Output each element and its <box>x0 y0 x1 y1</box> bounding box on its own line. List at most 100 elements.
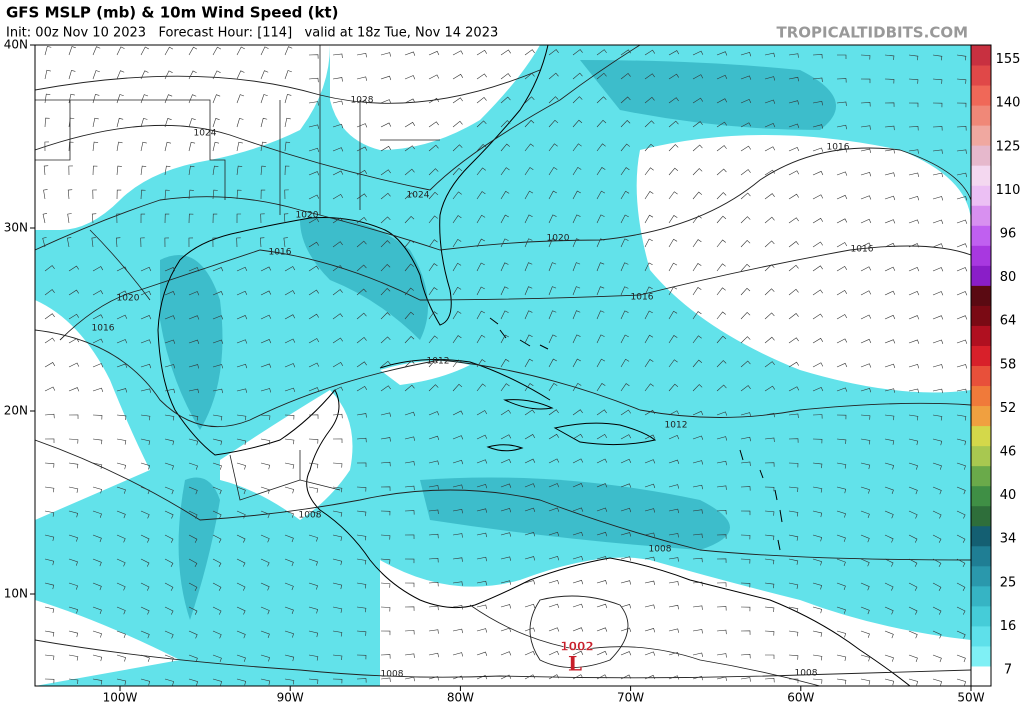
wind-barb <box>740 51 752 57</box>
wind-barb <box>692 215 702 224</box>
wind-barb <box>332 100 343 105</box>
wind-barb <box>356 193 367 200</box>
wind-barb <box>932 364 944 369</box>
colorbar-swatch <box>971 165 991 186</box>
colorbar-label: 155 <box>996 52 1021 67</box>
wind-barb <box>140 189 146 200</box>
colorbar-label: 46 <box>1000 445 1017 460</box>
wind-barb <box>188 94 197 104</box>
lat-label: 20N <box>4 404 28 418</box>
wind-barb <box>644 409 656 416</box>
wind-barb <box>164 534 174 543</box>
wind-barb <box>380 582 391 588</box>
wind-barb <box>236 363 248 369</box>
wind-barb <box>356 146 368 152</box>
wind-barb <box>236 414 247 421</box>
wind-barb <box>668 335 678 344</box>
wind-barb <box>836 414 847 420</box>
wind-barb <box>884 172 896 177</box>
wind-barb <box>764 486 775 492</box>
wind-barb <box>68 265 79 272</box>
wind-barb <box>452 310 462 320</box>
map: 1028 1024 1024 1020 1016 1020 1016 1020 1016 1016… <box>35 45 971 686</box>
wind-barb <box>740 98 752 104</box>
wind-barb <box>716 145 727 152</box>
wind-barb <box>668 167 679 176</box>
wind-barb <box>260 70 269 80</box>
wind-barb <box>716 215 727 224</box>
colorbar-swatch <box>971 225 991 246</box>
wind-barb <box>476 191 486 200</box>
wind-barb <box>524 334 533 344</box>
isobar-label: 1016 <box>827 143 850 153</box>
wind-barb <box>524 72 535 80</box>
colorbar-swatch <box>971 45 991 66</box>
wind-barb <box>308 606 319 614</box>
wind-barb <box>308 462 319 469</box>
wind-barb <box>308 558 318 566</box>
wind-barb <box>260 213 265 224</box>
wind-barb <box>548 310 557 320</box>
wind-barb <box>332 123 344 129</box>
wind-barb <box>308 171 320 176</box>
wind-barb <box>452 238 462 248</box>
wind-barb <box>524 674 536 680</box>
wind-barb <box>92 510 102 518</box>
wind-barb <box>140 606 150 615</box>
wind-barb <box>476 556 487 562</box>
wind-barb <box>836 630 847 638</box>
wind-barb <box>284 630 294 638</box>
wind-barb <box>956 510 966 519</box>
wind-barb <box>524 49 535 56</box>
wind-barb <box>140 462 150 470</box>
wind-barb <box>620 286 629 296</box>
wind-barb <box>548 382 558 392</box>
wind-barb <box>740 486 751 491</box>
wind-barb <box>452 191 462 200</box>
wind-barb <box>308 265 319 272</box>
wind-barb <box>836 338 848 344</box>
wind-barb <box>956 654 966 663</box>
wind-barb <box>476 167 486 176</box>
wind-barb <box>812 313 823 320</box>
wind-barb <box>596 603 608 609</box>
wind-barb <box>788 217 799 224</box>
wind-barb <box>68 46 76 56</box>
colorbar-label: 58 <box>1000 357 1017 372</box>
wind-barb <box>668 508 679 514</box>
wind-barb <box>404 98 416 104</box>
wind-barb <box>812 414 823 419</box>
wind-barb <box>68 486 79 493</box>
wind-barb <box>356 582 367 589</box>
wind-barb <box>572 190 581 200</box>
wind-barb <box>476 483 488 489</box>
wind-barb <box>644 556 655 562</box>
wind-barb <box>956 54 967 61</box>
wind-barb <box>692 168 703 176</box>
wind-barb <box>524 358 534 368</box>
wind-barb <box>476 532 487 538</box>
wind-barb <box>140 486 150 495</box>
wind-barb <box>140 70 149 80</box>
wind-barb <box>164 438 175 446</box>
wind-barb <box>812 678 823 684</box>
wind-barb <box>692 509 703 514</box>
wind-barb <box>860 678 871 685</box>
wind-barb <box>908 414 919 421</box>
wind-barb <box>188 46 198 56</box>
wind-barb <box>356 264 367 272</box>
wind-barb <box>572 72 583 80</box>
wind-barb <box>620 143 631 152</box>
wind-barb <box>500 238 509 248</box>
wind-barb <box>620 120 631 128</box>
wind-barb <box>716 411 728 416</box>
wind-barb <box>956 414 967 421</box>
wind-barb <box>668 359 678 368</box>
wind-barb <box>548 358 557 368</box>
wind-barb <box>932 414 943 421</box>
wind-barb <box>404 360 415 368</box>
wind-barb <box>404 606 415 611</box>
wind-barb <box>188 558 198 568</box>
wind-barb <box>836 387 848 392</box>
colorbar-swatch <box>971 565 991 587</box>
